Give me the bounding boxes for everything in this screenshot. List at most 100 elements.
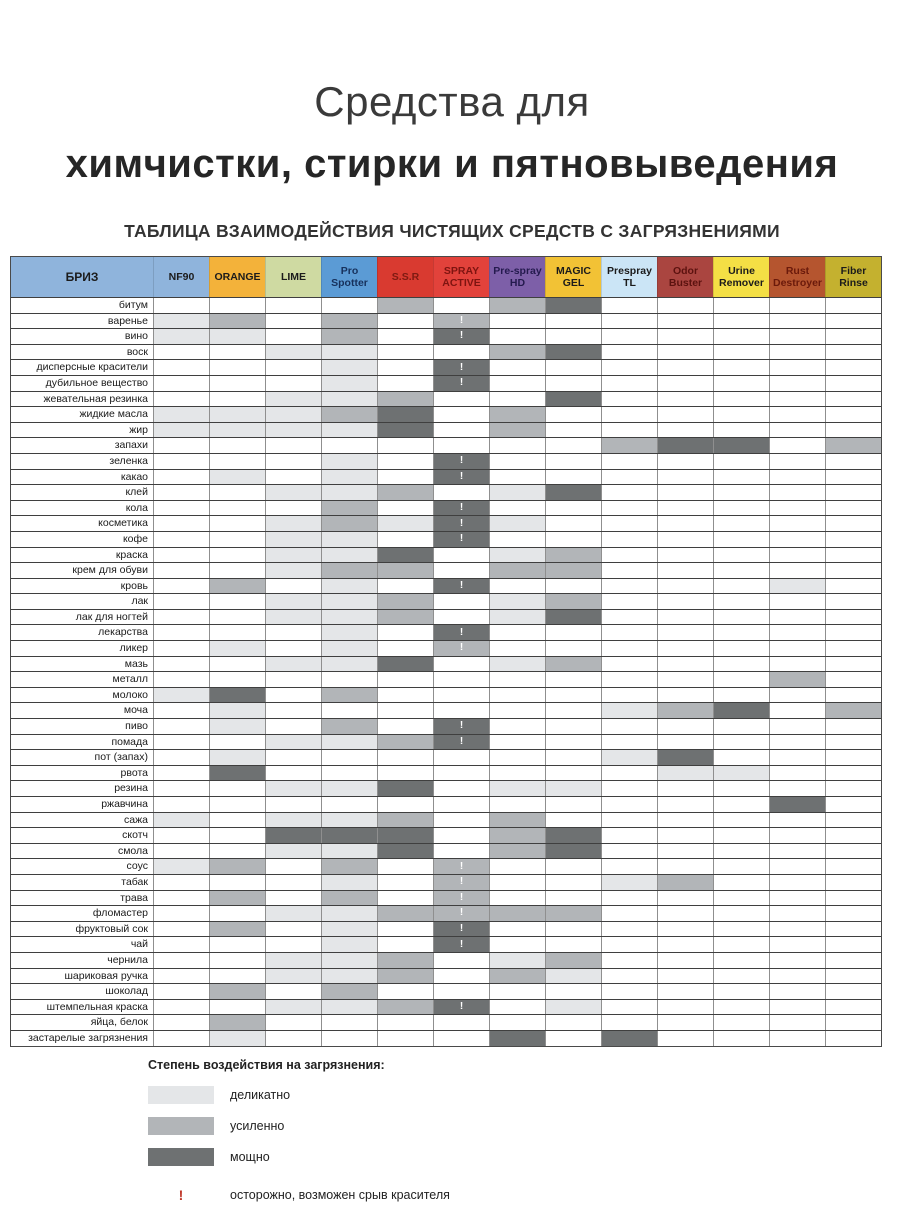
legend-item-label: усиленно [230, 1119, 285, 1133]
matrix-cell [713, 1015, 769, 1030]
table-row: жидкие масла [11, 406, 881, 422]
matrix-cell [769, 469, 825, 485]
matrix-cell [825, 298, 881, 313]
matrix-cell [657, 672, 713, 687]
matrix-cell [769, 937, 825, 952]
matrix-cell [545, 344, 601, 360]
matrix-cell [769, 984, 825, 999]
matrix-cell [825, 734, 881, 750]
matrix-cell [489, 952, 545, 968]
matrix-cell [377, 641, 433, 656]
matrix-cell [657, 952, 713, 968]
matrix-cell [265, 641, 321, 656]
matrix-cell [601, 843, 657, 859]
row-label: штемпельная краска [11, 999, 153, 1015]
matrix-cell [769, 797, 825, 812]
matrix-cell [377, 625, 433, 641]
cell-warning-mark: ! [459, 579, 464, 591]
matrix-cell [377, 298, 433, 313]
matrix-cell [321, 874, 377, 890]
matrix-cell [489, 313, 545, 329]
table-row: чай! [11, 936, 881, 952]
matrix-cell [545, 625, 601, 641]
matrix-cell [657, 968, 713, 984]
table-row: воск [11, 343, 881, 360]
matrix-cell [321, 594, 377, 609]
matrix-cell [209, 734, 265, 750]
table-row: пот (запах) [11, 749, 881, 765]
matrix-cell [265, 937, 321, 952]
matrix-cell [321, 906, 377, 921]
matrix-cell [489, 578, 545, 594]
matrix-cell [825, 874, 881, 890]
matrix-cell [825, 859, 881, 874]
matrix-cell [209, 375, 265, 391]
matrix-cell [265, 874, 321, 890]
matrix-cell [265, 781, 321, 796]
matrix-cell [713, 921, 769, 937]
matrix-cell [153, 781, 209, 796]
matrix-cell [657, 407, 713, 422]
matrix-cell [713, 952, 769, 968]
matrix-cell [713, 750, 769, 765]
matrix-cell [433, 968, 489, 984]
matrix-cell [153, 313, 209, 329]
matrix-cell [153, 812, 209, 828]
row-label: трава [11, 890, 153, 906]
cell-warning-mark: ! [459, 314, 464, 326]
matrix-cell [657, 750, 713, 765]
matrix-cell [713, 360, 769, 375]
matrix-cell [209, 984, 265, 999]
matrix-cell [489, 843, 545, 859]
matrix-cell [769, 968, 825, 984]
matrix-cell [209, 485, 265, 500]
matrix-cell [713, 843, 769, 859]
matrix-cell [769, 453, 825, 469]
matrix-cell [713, 438, 769, 453]
matrix-cell [545, 812, 601, 828]
matrix-cell [657, 1015, 713, 1030]
matrix-cell [601, 656, 657, 672]
matrix-cell [825, 999, 881, 1015]
matrix-cell [377, 500, 433, 516]
matrix-cell [769, 921, 825, 937]
table-row: резина [11, 780, 881, 796]
matrix-cell [657, 438, 713, 453]
matrix-cell [433, 547, 489, 563]
matrix-cell [153, 937, 209, 952]
row-label: какао [11, 469, 153, 485]
table-row: рвота [11, 764, 881, 781]
matrix-cell [433, 1030, 489, 1046]
matrix-cell [713, 1030, 769, 1046]
matrix-cell [321, 609, 377, 625]
matrix-cell [209, 625, 265, 641]
matrix-cell [769, 547, 825, 563]
matrix-cell [713, 547, 769, 563]
matrix-cell [489, 531, 545, 547]
row-label: жидкие масла [11, 407, 153, 422]
legend-title: Степень воздействия на загрязнения: [148, 1058, 385, 1072]
matrix-cell [265, 828, 321, 843]
matrix-cell [377, 609, 433, 625]
matrix-cell [545, 797, 601, 812]
matrix-cell [545, 750, 601, 765]
matrix-cell [153, 999, 209, 1015]
table-row: краска [11, 546, 881, 563]
matrix-cell [321, 547, 377, 563]
matrix-cell [713, 672, 769, 687]
matrix-cell: ! [433, 516, 489, 531]
row-label: моча [11, 703, 153, 719]
cell-warning-mark: ! [459, 938, 464, 950]
matrix-cell [601, 563, 657, 578]
column-header-nf90: NF90 [153, 257, 209, 297]
matrix-cell [265, 438, 321, 453]
table-row: лак [11, 593, 881, 609]
matrix-cell [825, 329, 881, 344]
table-row: варенье! [11, 312, 881, 329]
matrix-cell [321, 625, 377, 641]
matrix-cell [321, 453, 377, 469]
table-row: чернила [11, 951, 881, 968]
matrix-cell [769, 750, 825, 765]
matrix-cell [713, 719, 769, 734]
row-label: сажа [11, 812, 153, 828]
